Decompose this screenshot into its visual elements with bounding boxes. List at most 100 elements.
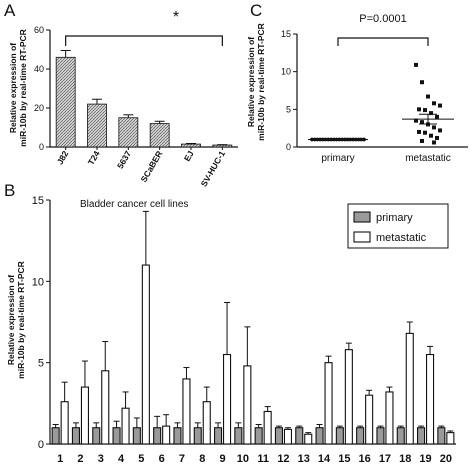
panel-b-bar-primary <box>335 427 344 445</box>
panel-b-y-tick-label: 5 <box>38 358 44 370</box>
panel-b-category-label: 20 <box>440 453 452 465</box>
panel-b-category-label: 17 <box>379 453 391 465</box>
panel-a-category-label: SV-HUC-1 <box>199 149 228 189</box>
panel-b-category-label: 7 <box>179 453 185 465</box>
panel-a-bar <box>55 56 76 148</box>
panel-b-bar-metastatic <box>223 353 232 445</box>
panel-c-dot-metastatic <box>432 125 436 130</box>
panel-a-bar <box>149 123 170 148</box>
panel-b-bar-metastatic <box>365 394 374 445</box>
panel-b-bar-metastatic <box>141 264 150 445</box>
panel-c-dot-metastatic <box>426 94 430 99</box>
panel-b-legend-label-metastatic: metastatic <box>376 232 427 244</box>
panel-b-bar-metastatic <box>283 428 293 445</box>
panel-b-bar-primary <box>396 427 405 445</box>
panel-c-dot-metastatic <box>417 107 421 112</box>
panel-b-category-label: 9 <box>219 453 225 465</box>
panel-a-y-tick-label: 40 <box>34 64 44 74</box>
panel-c-dot-metastatic <box>414 118 418 123</box>
panel-a-category-label: J82 <box>55 149 71 167</box>
panel-b-bar-metastatic <box>405 332 414 445</box>
panel-b-bar-metastatic <box>425 353 435 445</box>
panel-c-chart: Relative expression of miR-10b by real-t… <box>246 13 468 164</box>
panel-c-dot-metastatic <box>423 108 427 113</box>
panel-b-category-label: 12 <box>277 453 289 465</box>
panel-c-dot-metastatic <box>420 138 424 143</box>
panel-b-y-tick-label: 15 <box>32 195 44 207</box>
panel-c-dot-metastatic <box>429 111 433 116</box>
panel-b-bar-primary <box>416 427 426 445</box>
panel-c-dot-metastatic <box>420 80 424 85</box>
panel-c-y-tick-label: 15 <box>281 29 291 39</box>
panel-b-bar-metastatic <box>243 365 252 445</box>
panel-b-category-label: 6 <box>159 453 165 465</box>
panel-b-bar-metastatic <box>446 432 455 445</box>
panel-a-y-tick-label: 0 <box>39 142 44 152</box>
panel-b-bar-primary <box>295 427 304 445</box>
panel-b-category-label: 13 <box>298 453 310 465</box>
panel-c-annotation: P=0.0001 <box>359 13 406 25</box>
panel-b-bar-primary <box>92 427 101 445</box>
panel-b-ylabel-line2: miR-10b by real-time RT-PCR <box>16 261 26 379</box>
panel-b-bar-metastatic <box>202 401 211 445</box>
panel-b-bar-primary <box>437 427 446 445</box>
panel-letter-b: B <box>4 181 15 200</box>
panel-b-category-label: 14 <box>318 453 331 465</box>
panel-c-y-tick-label: 10 <box>281 67 291 77</box>
panel-c-dot-metastatic <box>429 133 433 138</box>
panel-b-legend-swatch-primary <box>353 211 371 223</box>
panel-c-y-tick-label: 5 <box>286 104 291 114</box>
panel-b-legend-swatch-metastatic <box>353 231 371 243</box>
panel-b-bar-metastatic <box>80 386 89 445</box>
panel-c-significance-bracket <box>337 37 429 46</box>
panel-c-dot-metastatic <box>423 130 427 135</box>
panel-b-bar-primary <box>71 427 80 445</box>
panel-b-category-label: 19 <box>419 453 431 465</box>
panel-b-category-label: 5 <box>138 453 144 465</box>
panel-a-bar <box>212 144 233 148</box>
panel-a-bar <box>87 103 107 148</box>
panel-a-annotation: * <box>173 9 179 26</box>
panel-b-y-tick-label: 10 <box>32 276 44 288</box>
panel-c-dot-metastatic <box>432 101 436 106</box>
panel-b-legend-label-primary: primary <box>376 212 413 224</box>
panel-c-y-tick-label: 0 <box>286 142 291 152</box>
panel-b-bar-metastatic <box>263 410 272 445</box>
panel-b-category-label: 18 <box>399 453 411 465</box>
panel-a-ylabel-line2: miR-10b by real-time RT-PCR <box>18 29 28 147</box>
panel-b-bar-primary <box>153 427 162 445</box>
panel-letter-a: A <box>4 1 16 20</box>
panel-b-category-label: 11 <box>257 453 269 465</box>
panel-c-dot-metastatic <box>435 114 439 119</box>
panel-b-bar-primary <box>254 427 263 445</box>
panel-b-ylabel-line1: Relative expression of <box>6 275 16 365</box>
panel-b-bar-primary <box>193 427 202 445</box>
panel-a-ylabel-line1: Relative expression of <box>8 43 18 133</box>
panel-c-dot-metastatic <box>420 120 424 125</box>
panel-a-category-label: EJ <box>182 149 196 163</box>
panel-b-bar-metastatic <box>121 407 130 445</box>
panel-b-bar-primary <box>214 427 223 445</box>
panel-a-chart: Relative expression of miR-10b by real-t… <box>8 9 238 188</box>
panel-c-dot-metastatic <box>414 62 418 67</box>
panel-b-bar-metastatic <box>60 401 69 445</box>
panel-letter-c: C <box>250 1 262 20</box>
panel-b-category-label: 10 <box>237 453 249 465</box>
panel-c-ylabel-line1: Relative expression of <box>246 37 256 127</box>
panel-b-bar-primary <box>132 427 141 445</box>
panel-a-category-label: T24 <box>86 149 102 167</box>
panel-b-category-label: 16 <box>359 453 371 465</box>
panel-c-dot-metastatic <box>432 140 436 145</box>
panel-c-category-label: primary <box>321 153 354 164</box>
panel-c-dot-metastatic <box>435 135 439 140</box>
panel-a-bar <box>181 143 201 148</box>
panel-b-bar-primary <box>356 427 365 445</box>
panel-a-category-label: 5637 <box>115 149 133 171</box>
panel-b-bar-primary <box>173 427 182 445</box>
panel-b-category-label: 2 <box>77 453 83 465</box>
panel-b-bar-primary <box>315 427 324 445</box>
panel-b-bar-primary <box>51 427 60 445</box>
panel-c-category-label: metastatic <box>405 153 451 164</box>
panel-c-dot-metastatic <box>417 129 421 134</box>
panel-b-chart: Relative expression of miR-10b by real-t… <box>6 195 456 465</box>
